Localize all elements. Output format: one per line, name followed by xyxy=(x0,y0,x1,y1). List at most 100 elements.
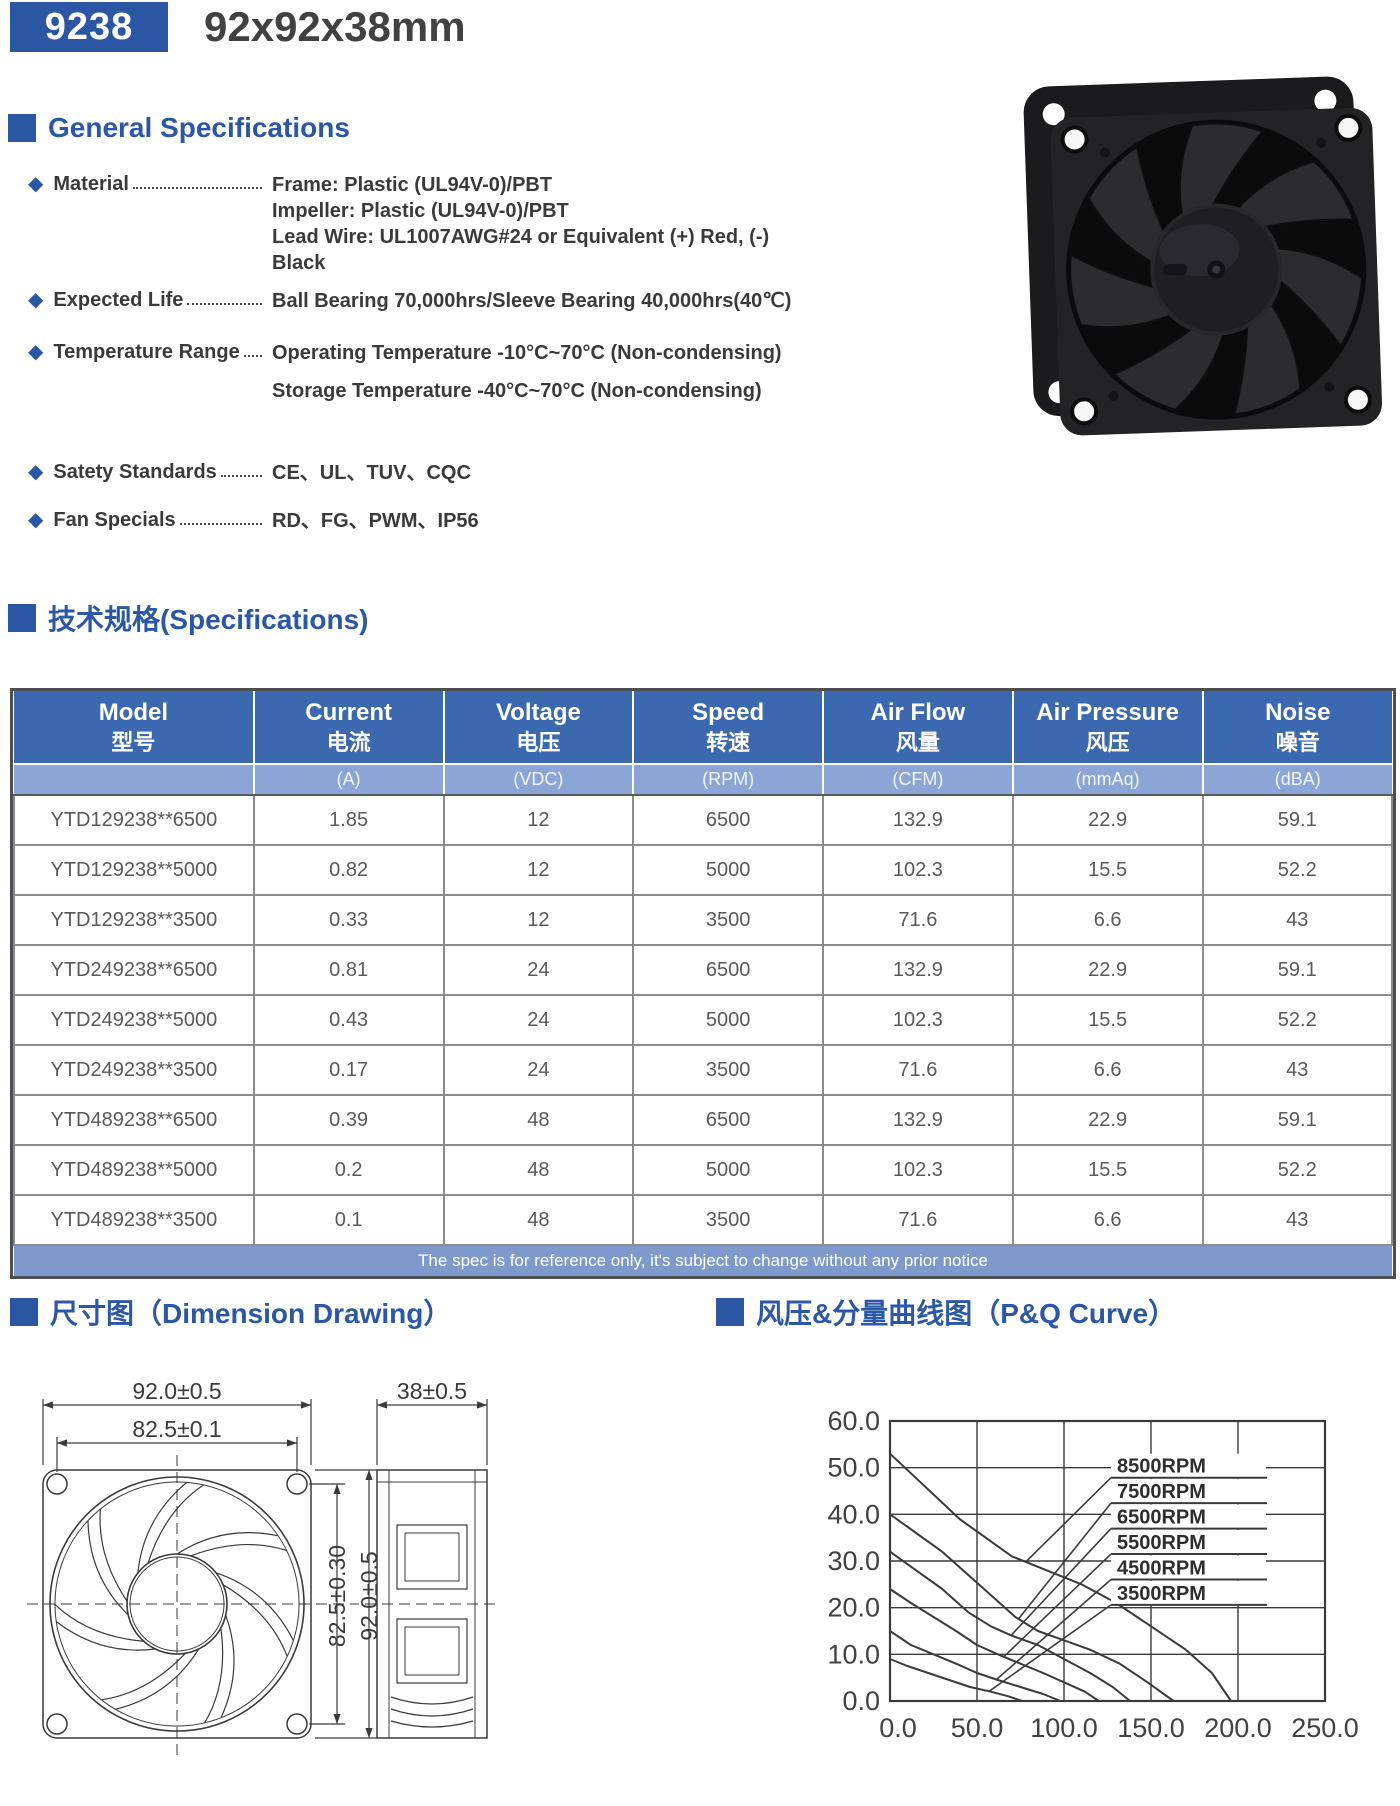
dim-hole-pitch-v-label: 82.5±0.30 xyxy=(324,1545,350,1647)
table-cell: 5000 xyxy=(632,1144,825,1196)
column-header-cn: 型号 xyxy=(111,730,156,755)
dimension-drawing-heading: 尺寸图（Dimension Drawing） xyxy=(10,1292,451,1332)
table-cell: YTD249238**6500 xyxy=(13,944,255,996)
unit-cell xyxy=(14,764,255,796)
x-tick-label: 50.0 xyxy=(951,1713,1004,1743)
hub-inner-ring xyxy=(129,1556,225,1652)
table-cell: YTD129238**3500 xyxy=(13,894,255,946)
dim-arrow xyxy=(365,1728,373,1738)
fan-small-hole xyxy=(1324,381,1335,392)
spec-item-values: RD、FG、PWM、IP56 xyxy=(266,508,828,534)
column-header-en: Current xyxy=(305,699,392,726)
side-block-inner xyxy=(404,1626,460,1676)
series-label: 5500RPM xyxy=(1117,1532,1206,1554)
series-leader-line xyxy=(988,1604,1112,1692)
table-cell: 6.6 xyxy=(1011,1194,1204,1246)
y-tick-label: 0.0 xyxy=(842,1686,880,1716)
column-header-cn: 风压 xyxy=(1085,730,1130,755)
general-specs-heading: General Specifications xyxy=(8,112,350,144)
table-cell: 22.9 xyxy=(1011,944,1204,996)
dim-arrow xyxy=(477,1401,487,1409)
fan-small-hole xyxy=(1100,147,1111,158)
spec-item-material: ◆ Material Frame: Plastic (UL94V-0)/PBT Imp… xyxy=(28,172,828,276)
side-block xyxy=(396,1524,468,1590)
dotted-leader xyxy=(187,288,262,305)
table-cell: YTD129238**5000 xyxy=(13,844,255,896)
unit-cell: (mmAq) xyxy=(1012,764,1204,796)
table-cell: 15.5 xyxy=(1011,994,1204,1046)
fan-mount-hole xyxy=(1334,113,1363,142)
spec-item-fan-specials: ◆ Fan Specials RD、FG、PWM、IP56 xyxy=(28,508,828,534)
dim-depth-label: 38±0.5 xyxy=(397,1378,467,1404)
table-cell: 102.3 xyxy=(822,994,1014,1046)
fan-small-hole xyxy=(1108,391,1119,402)
table-cell: 132.9 xyxy=(822,944,1014,996)
spec-value-line: Impeller: Plastic (UL94V-0)/PBT xyxy=(272,200,569,222)
unit-cell: (A) xyxy=(253,764,445,796)
dimension-drawing-heading-text: 尺寸图（Dimension Drawing） xyxy=(50,1298,452,1329)
column-header-en: Voltage xyxy=(495,699,581,726)
x-tick-label: 100.0 xyxy=(1030,1713,1098,1743)
pq-curve-4500RPM xyxy=(889,1630,1062,1702)
x-tick-label: 0.0 xyxy=(879,1713,917,1743)
mount-hole xyxy=(286,1473,308,1495)
spec-item-values: Frame: Plastic (UL94V-0)/PBT Impeller: Pl… xyxy=(266,172,828,276)
table-cell: 1.85 xyxy=(252,794,445,846)
dotted-leader xyxy=(220,460,262,477)
table-cell: YTD249238**5000 xyxy=(13,994,255,1046)
table-row: YTD489238**5000 0.2 48 5000 102.3 15.5 52.2 xyxy=(13,1144,1394,1196)
spec-item-expected-life: ◆ Expected Life Ball Bearing 70,000hrs/Sle… xyxy=(28,288,828,314)
series-leader-line xyxy=(1010,1528,1112,1636)
fan-back-hole xyxy=(1042,103,1065,126)
table-row: YTD489238**6500 0.39 48 6500 132.9 22.9 59.1 xyxy=(13,1094,1394,1146)
table-cell: 0.1 xyxy=(252,1194,445,1246)
diamond-bullet-icon: ◆ xyxy=(28,341,44,363)
impeller-inner-ring xyxy=(54,1481,300,1727)
dim-arrow xyxy=(365,1470,373,1480)
dimension-drawing: 92.0±0.5 82.5±0.1 82.5±0.30 92.0±0.5 38±… xyxy=(27,1378,500,1755)
series-label-bg xyxy=(1111,1580,1266,1605)
spec-item-left: ◆ Expected Life xyxy=(28,288,266,312)
table-cell: 12 xyxy=(442,844,635,896)
blade-curves xyxy=(54,1481,294,1724)
spec-table: Model 型号 Current 电流 Voltage 电压 Speed 转速 Air Flow… xyxy=(13,691,1394,1276)
table-cell: 132.9 xyxy=(822,794,1014,846)
fan-small-hole xyxy=(1315,137,1326,148)
series-leader-line xyxy=(1017,1502,1112,1620)
fan-back-hole xyxy=(1314,89,1337,112)
table-cell: 3500 xyxy=(632,894,825,946)
spec-item-label: Expected Life xyxy=(53,289,184,311)
series-label-bg xyxy=(1111,1530,1266,1555)
unit-cell: (RPM) xyxy=(633,764,825,796)
table-cell: 0.81 xyxy=(252,944,445,996)
table-cell: 0.82 xyxy=(252,844,445,896)
series-label: 3500RPM xyxy=(1117,1583,1206,1605)
series-label: 8500RPM xyxy=(1117,1456,1206,1478)
table-cell: 6.6 xyxy=(1011,1044,1204,1096)
fan-mount-hole xyxy=(1070,397,1099,426)
fan-hub-notch xyxy=(1163,263,1188,276)
spec-item-left: ◆ Fan Specials xyxy=(28,508,266,532)
diamond-bullet-icon: ◆ xyxy=(28,509,44,531)
y-tick-label: 20.0 xyxy=(827,1593,880,1623)
series-leader-line xyxy=(1003,1553,1112,1658)
dim-hole-pitch-label: 82.5±0.1 xyxy=(132,1416,221,1442)
impeller-blades xyxy=(54,1481,294,1724)
column-header-en: Air Pressure xyxy=(1036,699,1180,726)
table-cell: 0.2 xyxy=(252,1144,445,1196)
spec-item-left: ◆ Material xyxy=(28,172,266,196)
table-note: The spec is for reference only, it's sub… xyxy=(14,1244,1392,1276)
spec-item-satety-standards: ◆ Satety Standards CE、UL、TUV、CQC xyxy=(28,460,828,486)
pq-curve-8500RPM xyxy=(889,1452,1232,1702)
table-cell: 24 xyxy=(442,994,635,1046)
table-cell: 0.17 xyxy=(252,1044,445,1096)
series-label-bg xyxy=(1111,1555,1266,1580)
table-cell: 6500 xyxy=(632,944,825,996)
table-cell: 132.9 xyxy=(822,1094,1014,1146)
table-cell: YTD489238**3500 xyxy=(13,1194,255,1246)
table-cell: 24 xyxy=(442,1044,635,1096)
spec-item-label: Temperature Range xyxy=(53,341,240,363)
column-header: Current 电流 xyxy=(253,691,445,765)
table-cell: YTD489238**6500 xyxy=(13,1094,255,1146)
